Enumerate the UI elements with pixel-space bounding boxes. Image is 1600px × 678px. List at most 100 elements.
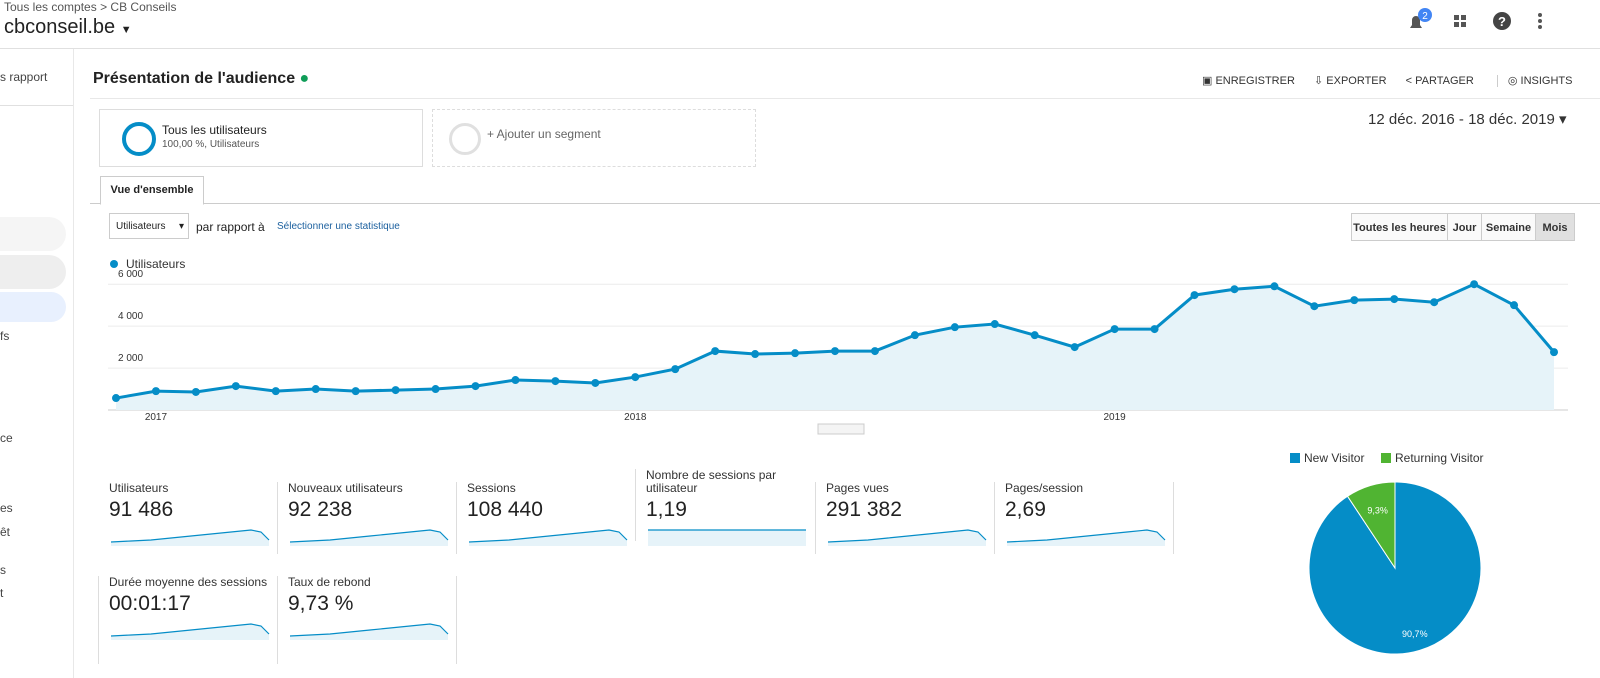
metric-card[interactable]: Utilisateurs 91 486 — [109, 482, 277, 566]
point — [431, 385, 440, 394]
sparkline-area — [469, 530, 627, 546]
point — [1070, 343, 1079, 352]
property-selector[interactable]: cbconseil.be ▼ — [4, 16, 132, 39]
metric-card[interactable]: Nouveaux utilisateurs 92 238 — [288, 482, 456, 566]
metric-card[interactable]: Nombre de sessions par utilisateur 1,19 — [646, 469, 814, 553]
property-name: cbconseil.be — [4, 16, 116, 38]
point — [1470, 280, 1479, 289]
period-button[interactable]: Toutes les heures — [1351, 213, 1448, 241]
metric-label: Pages/session — [1005, 481, 1084, 495]
sparkline — [1006, 529, 1166, 543]
point — [271, 387, 280, 396]
insights-button[interactable]: ◎ INSIGHTS — [1496, 75, 1573, 87]
metric-divider — [994, 482, 995, 554]
metric-divider — [277, 482, 278, 554]
nav-pill — [0, 292, 66, 322]
point — [1430, 298, 1439, 307]
breadcrumb-sep: > — [100, 0, 108, 14]
nav-pill — [0, 217, 66, 251]
point — [631, 373, 640, 382]
metric-card[interactable]: Pages/session 2,69 — [1005, 482, 1173, 566]
metric-label: Durée moyenne des sessions — [109, 575, 268, 589]
period-button[interactable]: Mois — [1535, 213, 1575, 241]
divider — [90, 98, 1600, 99]
point — [1150, 325, 1159, 334]
add-segment[interactable]: + Ajouter un segment — [432, 109, 756, 167]
point — [1510, 301, 1519, 310]
area — [116, 284, 1554, 410]
legend-label: Returning Visitor — [1395, 451, 1484, 465]
save-button[interactable]: ▣ ENREGISTRER — [1202, 75, 1295, 87]
metric-label: Nouveaux utilisateurs — [288, 481, 403, 495]
metric-card[interactable]: Durée moyenne des sessions 00:01:17 — [109, 576, 277, 660]
metric-value: 108 440 — [467, 498, 543, 521]
nav-item[interactable]: ce — [0, 431, 13, 445]
metric-divider — [815, 482, 816, 554]
y-tick-label: 2 000 — [118, 353, 143, 364]
label: EXPORTER — [1326, 75, 1387, 87]
metric-card[interactable]: Pages vues 291 382 — [826, 482, 994, 566]
select-metric[interactable]: Sélectionner une statistique — [277, 221, 400, 232]
help-icon[interactable] — [1493, 12, 1511, 30]
metric-card[interactable]: Taux de rebond 9,73 % — [288, 576, 456, 660]
metric-value: 00:01:17 — [109, 592, 191, 615]
period-button[interactable]: Jour — [1447, 213, 1482, 241]
metric-divider — [456, 482, 457, 554]
point — [671, 365, 680, 374]
breadcrumb-link[interactable]: CB Conseils — [110, 0, 177, 14]
page-title: Présentation de l'audience ● — [93, 70, 309, 88]
sparkline — [289, 623, 449, 637]
share-button[interactable]: < PARTAGER — [1405, 75, 1474, 87]
nav-item[interactable]: s rapport — [0, 70, 48, 84]
point — [1030, 331, 1039, 340]
sparkline-area — [290, 624, 448, 640]
metric-value: 9,73 % — [288, 592, 354, 615]
sparkline — [827, 529, 987, 543]
sparkline-area — [648, 530, 806, 546]
point — [1270, 282, 1279, 291]
point — [112, 394, 120, 403]
legend-swatch — [1381, 453, 1391, 463]
point — [311, 385, 320, 394]
point — [551, 377, 560, 386]
metric-dropdown[interactable]: Utilisateurs ▾ — [109, 213, 189, 239]
nav-item[interactable]: es — [0, 501, 13, 515]
help-glyph: ? — [1498, 14, 1506, 29]
legend-marker — [110, 260, 118, 268]
export-button[interactable]: ⇩ EXPORTER — [1313, 75, 1387, 87]
label: ENREGISTRER — [1215, 75, 1295, 87]
nav-item[interactable]: s — [0, 563, 6, 577]
sparkline-area — [1007, 530, 1165, 546]
nav-pill — [0, 255, 66, 289]
nav-item[interactable]: fs — [0, 329, 10, 343]
y-tick-label: 4 000 — [118, 311, 143, 322]
legend-label: New Visitor — [1304, 451, 1364, 465]
point — [711, 347, 720, 356]
bell-icon[interactable] — [1410, 16, 1422, 28]
point — [471, 382, 480, 391]
more-icon[interactable] — [1538, 13, 1542, 29]
breadcrumb: Tous les comptes > CB Conseils — [4, 0, 176, 14]
sidebar — [0, 49, 74, 678]
period-button[interactable]: Semaine — [1481, 213, 1536, 241]
label: Utilisateurs — [116, 221, 166, 232]
label: PARTAGER — [1415, 75, 1474, 87]
point — [591, 378, 600, 387]
metric-card[interactable]: Sessions 108 440 — [467, 482, 635, 566]
point — [791, 349, 800, 358]
badge-count: 2 — [1422, 11, 1428, 22]
sparkline — [468, 529, 628, 543]
caret: ▼ — [120, 24, 132, 36]
point — [1310, 302, 1319, 311]
nav-item[interactable]: t — [0, 586, 4, 600]
breadcrumb-link[interactable]: Tous les comptes — [4, 0, 97, 14]
nav-item[interactable]: êt — [0, 525, 11, 539]
pie-slice — [1346, 481, 1396, 570]
legend-label: Utilisateurs — [126, 257, 185, 271]
point — [231, 382, 240, 391]
segment-card[interactable]: Tous les utilisateurs 100,00 %, Utilisat… — [99, 109, 423, 167]
tab[interactable]: Vue d'ensemble — [100, 176, 204, 205]
point — [1190, 291, 1199, 300]
date-range[interactable]: 12 déc. 2016 - 18 déc. 2019 ▾ — [1368, 111, 1567, 128]
apps-icon[interactable] — [1454, 15, 1466, 27]
